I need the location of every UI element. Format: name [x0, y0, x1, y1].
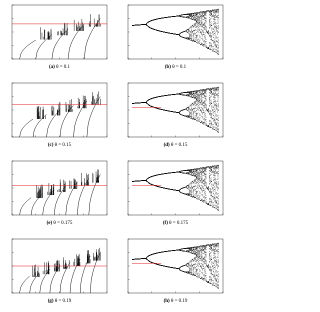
bifurcation-points — [132, 164, 219, 211]
caption: (b) θ = 0.1 — [165, 65, 187, 70]
bifurcation-points — [132, 86, 219, 133]
caption-text: θ = 0.175 — [169, 221, 188, 226]
caption: (g) θ = 0.19 — [48, 299, 72, 304]
caption-letter: (e) — [47, 221, 53, 226]
caption: (a) θ = 0.1 — [49, 65, 71, 70]
curve — [19, 169, 101, 216]
curve — [19, 247, 101, 294]
caption-text: θ = 0.15 — [55, 143, 72, 148]
curve — [19, 91, 101, 138]
caption-letter: (d) — [164, 143, 170, 148]
caption: (h) θ = 0.19 — [164, 299, 188, 304]
caption: (f) θ = 0.175 — [163, 221, 189, 226]
caption-letter: (f) — [163, 221, 168, 226]
bifurcation-points — [132, 8, 219, 55]
curve — [19, 14, 101, 60]
caption-text: θ = 0.1 — [172, 65, 186, 70]
caption-text: θ = 0.19 — [171, 299, 188, 304]
caption: (c) θ = 0.15 — [48, 143, 72, 148]
figure: (a) θ = 0.1 (b) θ = 0.1(c) θ = 0.15 (d) θ … — [11, 4, 224, 304]
plot-frame — [11, 4, 108, 60]
panel: (b) θ = 0.1 — [127, 4, 224, 70]
caption-letter: (a) — [49, 65, 55, 70]
panel: (e) θ = 0.175 — [11, 160, 108, 226]
caption-letter: (g) — [48, 299, 54, 304]
plot-frame — [11, 160, 108, 216]
caption-letter: (c) — [48, 143, 54, 148]
caption: (e) θ = 0.175 — [47, 221, 73, 226]
panel: (g) θ = 0.19 — [11, 238, 108, 304]
panel: (h) θ = 0.19 — [127, 238, 224, 304]
panel: (c) θ = 0.15 — [11, 82, 108, 148]
caption-letter: (h) — [164, 299, 170, 304]
panel: (d) θ = 0.15 — [127, 82, 224, 148]
panel: (f) θ = 0.175 — [127, 160, 224, 226]
caption-text: θ = 0.19 — [55, 299, 72, 304]
bifurcation-points — [132, 242, 219, 289]
caption-text: θ = 0.175 — [53, 221, 72, 226]
caption-text: θ = 0.1 — [56, 65, 70, 70]
panel: (a) θ = 0.1 — [11, 4, 108, 70]
caption: (d) θ = 0.15 — [164, 143, 188, 148]
caption-text: θ = 0.15 — [171, 143, 188, 148]
caption-letter: (b) — [165, 65, 171, 70]
